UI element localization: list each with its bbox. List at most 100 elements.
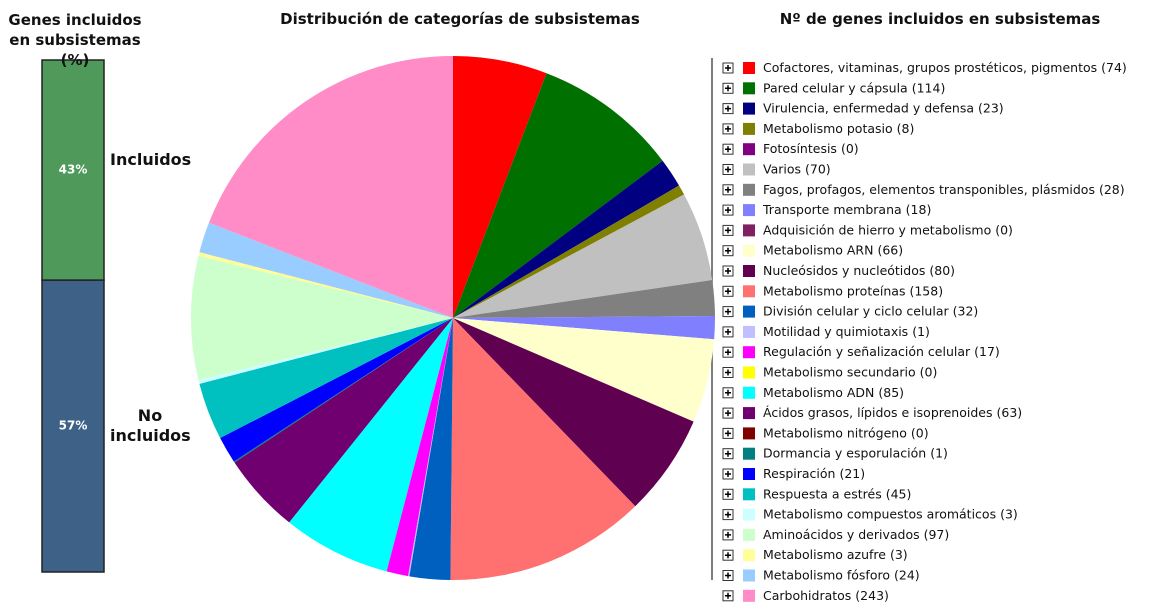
legend-item[interactable]: Regulación y señalización celular (17): [722, 344, 1000, 359]
legend-swatch: [743, 143, 755, 156]
legend-swatch: [743, 508, 755, 521]
legend-item[interactable]: Nucleósidos y nucleótidos (80): [722, 263, 955, 278]
legend-swatch: [743, 386, 755, 399]
legend-item[interactable]: Transporte membrana (18): [722, 202, 931, 217]
legend-category: Metabolismo proteínas: [763, 283, 905, 298]
legend-swatch: [743, 407, 755, 420]
legend-item[interactable]: Metabolismo potasio (8): [722, 120, 914, 135]
legend-title: Nº de genes incluidos en subsistemas: [779, 10, 1101, 28]
legend-swatch: [743, 244, 755, 257]
legend-label: Varios (70): [763, 161, 831, 176]
pie-slice: [198, 252, 453, 318]
legend-count: (32): [953, 303, 979, 318]
legend-label: Cofactores, vitaminas, grupos prostético…: [763, 60, 1127, 75]
expand-plus: [725, 207, 731, 214]
expand-plus: [725, 430, 731, 437]
expand-plus: [725, 247, 731, 254]
legend-count: (97): [924, 526, 950, 541]
expand-plus: [725, 186, 731, 193]
legend-label: Respuesta a estrés (45): [763, 486, 911, 501]
pie-slice: [453, 160, 680, 318]
legend-category: Metabolismo ADN: [763, 384, 874, 399]
legend-category: Metabolismo azufre: [763, 547, 886, 562]
legend-item[interactable]: Fotosíntesis (0): [722, 141, 859, 156]
legend-label: Fagos, profagos, elementos transponibles…: [763, 181, 1125, 196]
legend-label: Pared celular y cápsula (114): [763, 80, 945, 95]
legend-item[interactable]: Adquisición de hierro y metabolismo (0): [722, 222, 1013, 237]
legend-label: Metabolismo proteínas (158): [763, 283, 943, 298]
legend-item[interactable]: Metabolismo ADN (85): [722, 384, 904, 399]
pie-slice: [199, 222, 453, 318]
legend-label: Metabolismo ARN (66): [763, 242, 903, 257]
legend-item[interactable]: Aminoácidos y derivados (97): [722, 526, 950, 541]
expand-plus: [725, 308, 731, 315]
legend-swatch: [743, 163, 755, 176]
expand-plus: [725, 450, 731, 457]
expand-plus: [725, 85, 731, 92]
pie-slice: [453, 73, 663, 319]
legend-count: (3): [890, 547, 908, 562]
legend-item[interactable]: División celular y ciclo celular (32): [722, 303, 979, 318]
legend-count: (28): [1099, 181, 1125, 196]
pie-slice: [190, 255, 453, 381]
bar-segment: [41, 279, 105, 573]
bar-series-label: No incluidos: [110, 406, 191, 446]
legend-category: Adquisición de hierro y metabolismo: [763, 222, 991, 237]
legend-category: Transporte membrana: [762, 202, 902, 217]
legend-item[interactable]: Metabolismo azufre (3): [722, 547, 908, 562]
legend-item[interactable]: Cofactores, vitaminas, grupos prostético…: [722, 60, 1127, 75]
legend-label: Ácidos grasos, lípidos e isoprenoides (6…: [763, 405, 1022, 420]
legend-swatch: [743, 427, 755, 440]
legend-item[interactable]: Varios (70): [722, 161, 831, 176]
pie-slice: [409, 318, 453, 580]
legend-swatch: [743, 346, 755, 359]
legend-count: (0): [911, 425, 929, 440]
legend-item[interactable]: Metabolismo fósforo (24): [722, 567, 920, 582]
bar-series-label: Incluidos: [110, 150, 192, 170]
legend-item[interactable]: Ácidos grasos, lípidos e isoprenoides (6…: [722, 405, 1022, 420]
legend-swatch: [743, 305, 755, 318]
legend-category: Regulación y señalización celular: [763, 344, 971, 359]
legend-item[interactable]: Respuesta a estrés (45): [722, 486, 911, 501]
expand-plus: [725, 166, 731, 173]
expand-plus: [725, 288, 731, 295]
legend-item[interactable]: Metabolismo proteínas (158): [722, 283, 943, 298]
legend-label: Metabolismo azufre (3): [763, 547, 908, 562]
expand-plus: [725, 146, 731, 153]
legend-item[interactable]: Fagos, profagos, elementos transponibles…: [722, 181, 1125, 196]
pie-slice: [453, 280, 715, 318]
legend-item[interactable]: Pared celular y cápsula (114): [722, 80, 945, 95]
expand-plus: [725, 572, 731, 579]
legend-count: (80): [929, 263, 955, 278]
legend-item[interactable]: Virulencia, enfermedad y defensa (23): [722, 100, 1004, 115]
legend-item[interactable]: Metabolismo nitrógeno (0): [722, 425, 929, 440]
expand-plus: [725, 369, 731, 376]
legend-item[interactable]: Metabolismo secundario (0): [722, 364, 937, 379]
pie-slice: [453, 194, 713, 318]
legend-item[interactable]: Metabolismo compuestos aromáticos (3): [722, 506, 1018, 521]
legend-item[interactable]: Dormancia y esporulación (1): [722, 445, 948, 460]
pie-slice: [234, 318, 453, 523]
legend-label: Nucleósidos y nucleótidos (80): [763, 263, 955, 278]
legend-category: Motilidad y quimiotaxis: [763, 323, 908, 338]
legend-count: (17): [974, 344, 1000, 359]
legend-label: Fotosíntesis (0): [763, 141, 859, 156]
legend-label: Motilidad y quimiotaxis (1): [763, 323, 930, 338]
legend-count: (24): [894, 567, 920, 582]
legend-swatch: [743, 447, 755, 460]
legend-label: Regulación y señalización celular (17): [763, 344, 1000, 359]
legend-category: Pared celular y cápsula: [763, 80, 908, 95]
legend-item[interactable]: Respiración (21): [722, 466, 865, 481]
legend-item[interactable]: Motilidad y quimiotaxis (1): [722, 323, 930, 338]
legend-category: División celular y ciclo celular: [763, 303, 949, 318]
pie-slice: [453, 318, 694, 507]
legend-category: Metabolismo secundario: [763, 364, 916, 379]
expand-plus: [725, 471, 731, 477]
legend-item[interactable]: Metabolismo ARN (66): [722, 242, 903, 257]
expand-plus: [725, 125, 731, 132]
legend-item[interactable]: Carbohidratos (243): [722, 587, 889, 602]
legend-swatch: [743, 569, 755, 582]
legend-count: (158): [909, 283, 943, 298]
